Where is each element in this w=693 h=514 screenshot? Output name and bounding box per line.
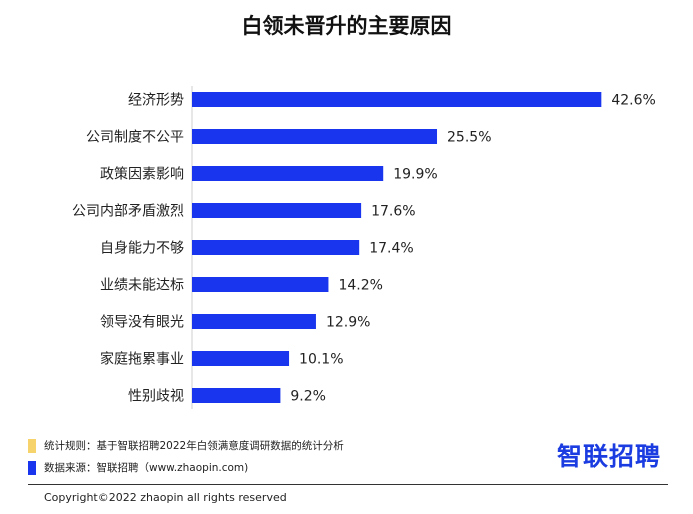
value-label: 25.5%: [447, 130, 491, 146]
value-label: 17.4%: [369, 241, 413, 257]
bar: [192, 129, 438, 144]
category-label: 政策因素影响: [100, 166, 184, 183]
note-rule: 统计规则：基于智联招聘2022年白领满意度调研数据的统计分析: [28, 438, 344, 453]
value-label: 19.9%: [393, 167, 437, 183]
note-source-text: 数据来源：智联招聘（www.zhaopin.com): [44, 462, 249, 474]
note-source: 数据来源：智联招聘（www.zhaopin.com): [28, 460, 248, 475]
bar-chart: 经济形势 42.6% 公司制度不公平 25.5% 政策因素影响 19.9% 公司内部矛盾激烈…: [72, 86, 656, 409]
value-label: 9.2%: [290, 389, 326, 405]
category-label: 业绩未能达标: [100, 278, 184, 294]
bar: [192, 203, 362, 218]
bar: [192, 92, 602, 107]
category-label: 性别歧视: [128, 389, 184, 405]
category-label: 自身能力不够: [100, 241, 184, 257]
value-label: 17.6%: [371, 204, 415, 220]
bar: [192, 166, 384, 181]
note-rule-text: 统计规则：基于智联招聘2022年白领满意度调研数据的统计分析: [44, 440, 344, 452]
bar: [192, 388, 281, 403]
value-label: 42.6%: [611, 93, 655, 109]
category-label: 经济形势: [128, 93, 184, 109]
value-label: 14.2%: [338, 278, 382, 294]
note-rule-swatch: [28, 438, 36, 453]
category-label: 公司内部矛盾激烈: [72, 203, 184, 220]
category-label: 领导没有眼光: [100, 315, 184, 331]
bar: [192, 314, 316, 329]
bar: [192, 351, 290, 366]
zhaopin-logo: 智联招聘: [556, 442, 661, 471]
value-label: 12.9%: [326, 315, 370, 331]
copyright: Copyright©2022 zhaopin all rights reserv…: [44, 491, 287, 504]
category-label: 家庭拖累事业: [100, 351, 184, 368]
category-label: 公司制度不公平: [86, 130, 184, 146]
value-label: 10.1%: [299, 352, 343, 368]
note-source-swatch: [28, 460, 36, 475]
footer-divider: [28, 484, 668, 485]
bar: [192, 240, 360, 255]
bar: [192, 277, 329, 292]
chart-title: 白领未晋升的主要原因: [241, 14, 452, 38]
